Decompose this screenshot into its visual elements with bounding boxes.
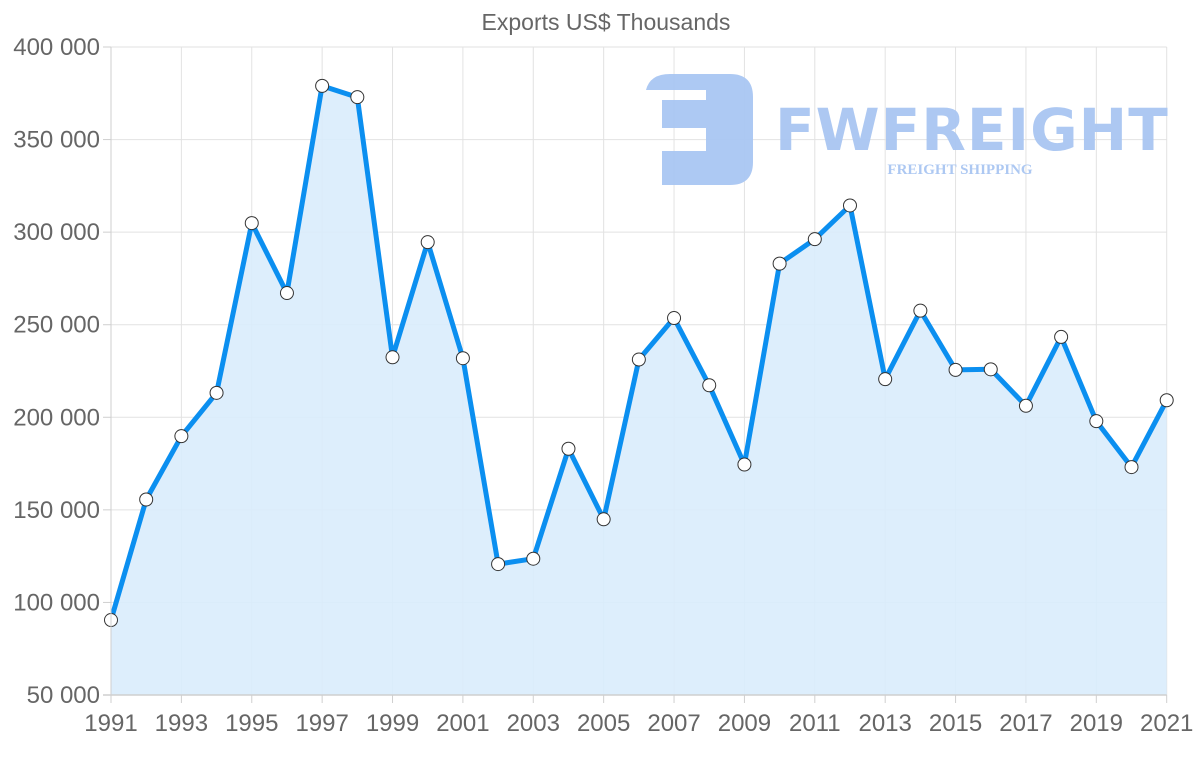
y-tick-label: 350 000	[13, 127, 100, 154]
data-point-2005[interactable]	[596, 512, 611, 527]
data-point-2003[interactable]	[526, 551, 541, 566]
x-tick-label: 2001	[436, 710, 489, 737]
watermark-logo: FWFREIGHT FREIGHT SHIPPING	[646, 74, 1169, 185]
y-tick-label: 50 000	[27, 682, 100, 709]
y-tick-label: 150 000	[13, 497, 100, 524]
y-tick-label: 250 000	[13, 312, 100, 339]
data-point-2004[interactable]	[561, 441, 576, 456]
y-tick-label: 300 000	[13, 219, 100, 246]
data-point-2010[interactable]	[772, 256, 787, 271]
x-tick-label: 2021	[1140, 710, 1193, 737]
data-point-2016[interactable]	[983, 362, 998, 377]
data-point-2015[interactable]	[948, 362, 963, 377]
data-point-2012[interactable]	[842, 198, 857, 213]
x-tick-label: 2009	[718, 710, 771, 737]
data-point-2021[interactable]	[1159, 393, 1174, 408]
x-tick-label: 2003	[507, 710, 560, 737]
y-tick-label: 400 000	[13, 34, 100, 61]
x-tick-label: 2019	[1070, 710, 1123, 737]
data-point-2006[interactable]	[631, 352, 646, 367]
data-point-2002[interactable]	[491, 557, 506, 572]
data-point-2013[interactable]	[878, 372, 893, 387]
y-tick-label: 100 000	[13, 589, 100, 616]
axes	[103, 46, 1168, 703]
data-points	[104, 78, 1174, 628]
data-point-1996[interactable]	[279, 286, 294, 301]
data-point-2020[interactable]	[1124, 460, 1139, 475]
x-tick-label: 2005	[577, 710, 630, 737]
x-tick-label: 1999	[366, 710, 419, 737]
watermark-tagline: FREIGHT SHIPPING	[887, 162, 1032, 178]
x-tick-label: 2011	[789, 710, 841, 737]
data-point-2014[interactable]	[913, 303, 928, 318]
data-point-2018[interactable]	[1054, 329, 1069, 344]
x-tick-label: 1993	[155, 710, 208, 737]
data-point-2017[interactable]	[1018, 398, 1033, 413]
data-point-1995[interactable]	[244, 216, 259, 231]
data-point-1993[interactable]	[174, 429, 189, 444]
x-axis-labels: 1991 1993 1995 1997 1999 2001 2003 2005 2007 2009…	[84, 710, 1193, 737]
data-point-2009[interactable]	[737, 457, 752, 472]
data-point-2007[interactable]	[667, 311, 682, 326]
x-tick-label: 2015	[929, 710, 982, 737]
x-tick-label: 2007	[647, 710, 700, 737]
data-point-2019[interactable]	[1089, 414, 1104, 429]
x-tick-label: 2013	[858, 710, 911, 737]
x-tick-label: 1991	[84, 710, 137, 737]
data-point-1992[interactable]	[139, 492, 154, 507]
chart-title: Exports US$ Thousands	[482, 9, 731, 35]
data-point-1999[interactable]	[385, 350, 400, 365]
y-axis-labels: 50 000 100 000 150 000 200 000 250 000 300 00…	[13, 34, 100, 709]
logo-mark-icon	[646, 74, 753, 185]
data-point-2000[interactable]	[420, 235, 435, 250]
x-tick-label: 1995	[225, 710, 278, 737]
data-point-2011[interactable]	[807, 232, 822, 247]
data-point-1998[interactable]	[350, 90, 365, 105]
data-point-1997[interactable]	[315, 78, 330, 93]
x-tick-label: 2017	[999, 710, 1052, 737]
x-tick-label: 1997	[295, 710, 348, 737]
data-point-2001[interactable]	[455, 351, 470, 366]
watermark-brand: FWFREIGHT	[775, 96, 1169, 164]
data-point-2008[interactable]	[702, 378, 717, 393]
data-point-1994[interactable]	[209, 385, 224, 400]
y-tick-label: 200 000	[13, 404, 100, 431]
